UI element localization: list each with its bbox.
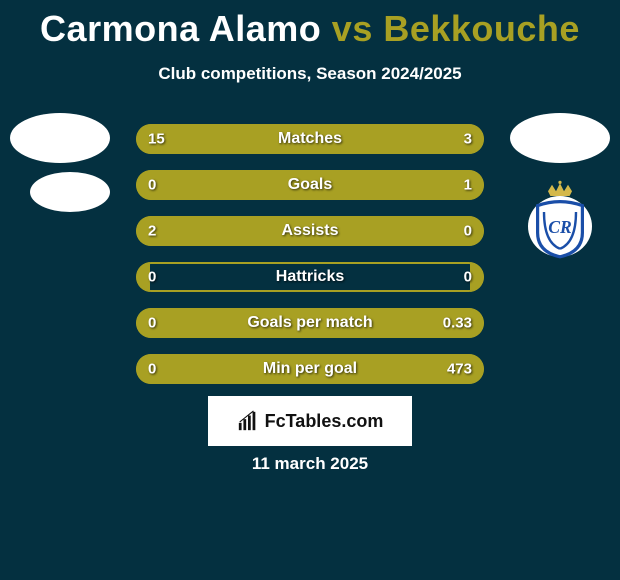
stat-value-left: 0 — [148, 315, 156, 332]
watermark-text: FcTables.com — [265, 411, 384, 432]
stat-label: Hattricks — [276, 268, 344, 286]
crown-icon — [548, 181, 572, 196]
watermark: FcTables.com — [208, 396, 412, 446]
stat-row: 0 0.33 Goals per match — [136, 308, 484, 338]
player2-avatar — [510, 113, 610, 163]
player1-name: Carmona Alamo — [40, 8, 321, 49]
club-crest-icon: CR — [520, 175, 600, 265]
fctables-logo-icon — [237, 410, 259, 432]
stat-value-left: 0 — [148, 269, 156, 286]
stat-label: Goals — [288, 176, 332, 194]
stat-fill-left — [136, 170, 195, 200]
player1-club-badge — [30, 152, 110, 232]
stat-value-left: 15 — [148, 131, 165, 148]
stats-container: 15 3 Matches 0 1 Goals 2 0 Assists 0 0 Hattricks 0 0.… — [136, 124, 484, 400]
stat-value-right: 0.33 — [443, 315, 472, 332]
stat-value-right: 0 — [464, 269, 472, 286]
stat-row: 2 0 Assists — [136, 216, 484, 246]
vs-label: vs — [332, 8, 373, 49]
stat-value-left: 0 — [148, 361, 156, 378]
stat-value-right: 0 — [464, 223, 472, 240]
stat-row: 0 0 Hattricks — [136, 262, 484, 292]
stat-value-left: 2 — [148, 223, 156, 240]
stat-value-right: 473 — [447, 361, 472, 378]
stat-value-right: 1 — [464, 177, 472, 194]
stat-label: Assists — [282, 222, 339, 240]
stat-fill-right — [195, 170, 484, 200]
player2-club-badge: CR — [520, 180, 600, 260]
date-label: 11 march 2025 — [252, 454, 368, 474]
club-badge-placeholder-icon — [30, 172, 110, 212]
page-title: Carmona Alamo vs Bekkouche — [0, 0, 620, 50]
stat-label: Goals per match — [247, 314, 372, 332]
stat-value-right: 3 — [464, 131, 472, 148]
subtitle: Club competitions, Season 2024/2025 — [0, 64, 620, 84]
stat-fill-right — [425, 124, 484, 154]
svg-text:CR: CR — [548, 217, 572, 237]
stat-label: Matches — [278, 130, 342, 148]
stat-value-left: 0 — [148, 177, 156, 194]
stat-fill-right — [470, 262, 484, 292]
player2-name: Bekkouche — [383, 8, 580, 49]
stat-row: 0 473 Min per goal — [136, 354, 484, 384]
stat-row: 15 3 Matches — [136, 124, 484, 154]
stat-label: Min per goal — [263, 360, 357, 378]
stat-row: 0 1 Goals — [136, 170, 484, 200]
